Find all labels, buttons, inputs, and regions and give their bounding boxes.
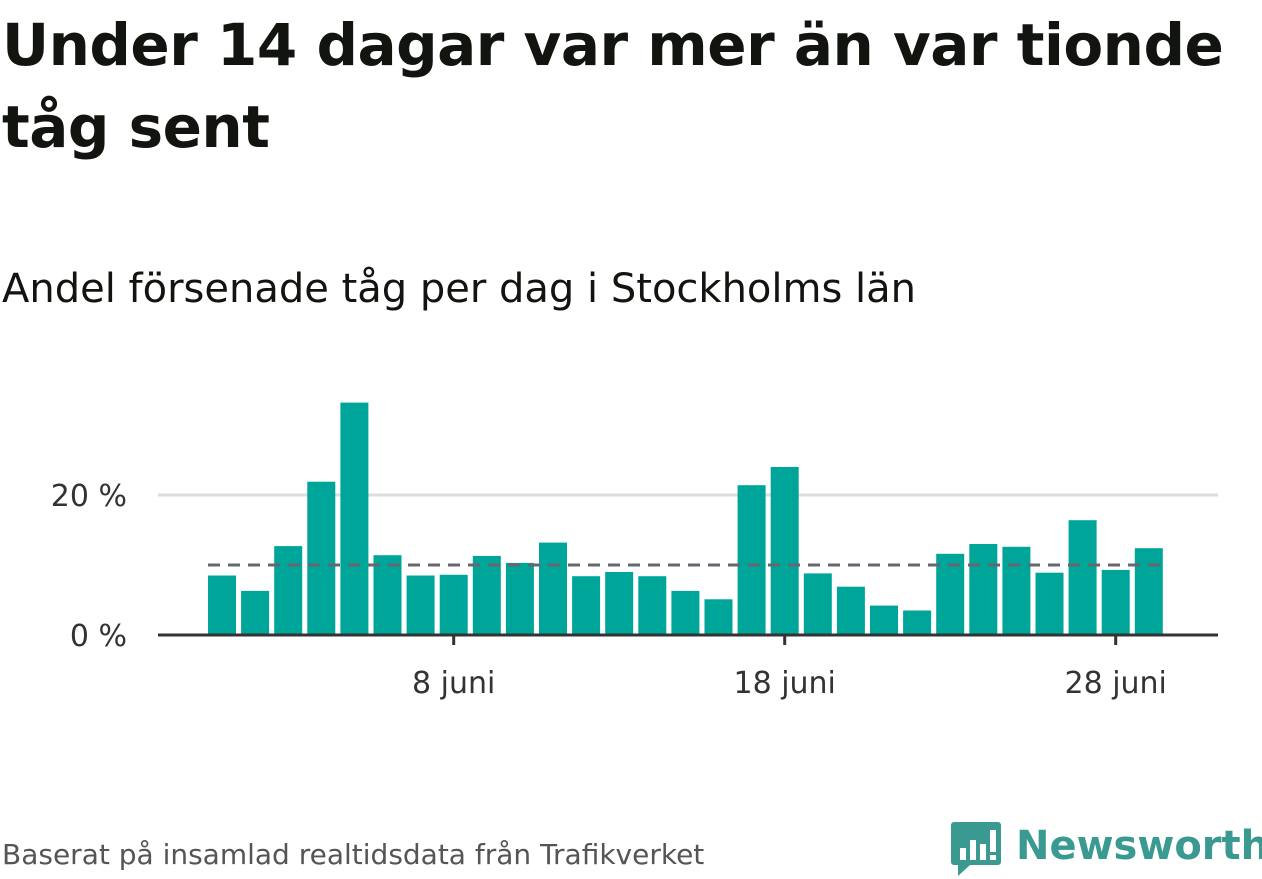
bar — [870, 605, 898, 635]
bar-chart: 0 % 20 % 8 juni 18 juni 28 juni — [51, 402, 1218, 701]
bar — [307, 481, 336, 635]
bar — [505, 562, 534, 635]
bar — [605, 572, 634, 635]
x-tick-label: 28 juni — [1064, 666, 1166, 701]
bar — [572, 576, 601, 635]
bar — [539, 542, 567, 635]
bar — [936, 553, 965, 635]
bar — [836, 586, 865, 635]
bar — [406, 575, 435, 635]
bar — [1134, 548, 1163, 635]
source-note: Baserat på insamlad realtidsdata från Tr… — [2, 838, 705, 871]
bar — [340, 402, 369, 635]
bar — [1101, 569, 1130, 635]
bar — [704, 599, 733, 635]
brand-name: Newsworthy — [1016, 823, 1262, 869]
newsworthy-logo-icon — [951, 822, 1001, 876]
bars-layer — [208, 402, 1163, 635]
bar — [803, 573, 832, 635]
axis-layer: 0 % 20 % 8 juni 18 juni 28 juni — [51, 479, 1218, 701]
bar — [969, 544, 998, 635]
y-tick-label: 20 % — [51, 479, 127, 514]
bar — [373, 555, 402, 635]
bar — [439, 574, 468, 635]
x-tick-label: 8 juni — [412, 666, 495, 701]
bar — [903, 610, 932, 635]
bar — [1068, 520, 1097, 635]
bar — [472, 555, 501, 635]
bar — [638, 576, 667, 635]
chart-subtitle: Andel försenade tåg per dag i Stockholms… — [2, 266, 917, 312]
bar — [241, 590, 270, 635]
brand-logo[interactable]: Newsworthy — [950, 818, 1262, 878]
x-tick-label: 18 juni — [733, 666, 835, 701]
chart-title: Under 14 dagar var mer än var tionde tåg… — [2, 11, 1224, 161]
bar — [208, 575, 236, 635]
bar — [1002, 546, 1031, 635]
y-tick-label: 0 % — [70, 619, 127, 654]
bar — [1035, 572, 1064, 635]
bar — [671, 590, 700, 635]
bar — [737, 485, 766, 635]
bar — [770, 467, 799, 635]
bar — [274, 546, 303, 635]
